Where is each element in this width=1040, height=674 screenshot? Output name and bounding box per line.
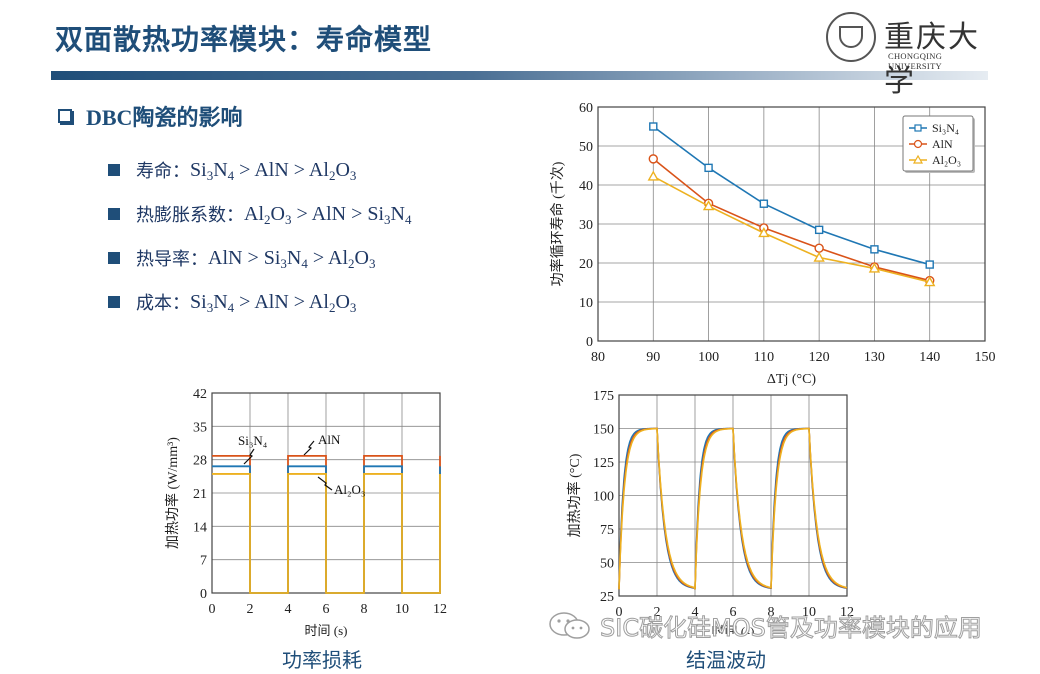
svg-text:12: 12 <box>840 605 854 620</box>
svg-text:0: 0 <box>586 335 593 350</box>
svg-text:6: 6 <box>323 602 330 617</box>
power-loss-chart: 0 2 4 6 8 10 12 0 7 14 21 28 35 42 加热功率 (W/mm³) 时间 (s) S… <box>150 382 470 642</box>
svg-text:25: 25 <box>600 590 614 605</box>
svg-text:50: 50 <box>600 557 614 572</box>
junction-temp-chart: 0 2 4 6 8 10 12 25 50 75 100 125 150 175 加热功率 (°C) 时间 (… <box>555 384 875 639</box>
logo-name-en: CHONGQING UNIVERSITY <box>888 51 943 71</box>
square-bullet-icon <box>108 164 120 176</box>
svg-text:21: 21 <box>193 487 207 502</box>
svg-text:30: 30 <box>579 218 593 233</box>
svg-text:10: 10 <box>579 296 593 311</box>
bullet-label: 热导率： <box>136 249 208 270</box>
wechat-icon <box>548 611 594 641</box>
watermark: SIC碳化硅MOS管及功率模块的应用 <box>548 608 982 643</box>
slide-title: 双面散热功率模块：寿命模型 <box>55 23 433 56</box>
series-line-Al2O3 <box>212 473 441 594</box>
svg-text:42: 42 <box>193 387 207 402</box>
svg-text:110: 110 <box>754 350 774 365</box>
bullet-item: 成本： Si3N4 > AlN > Al2O3 <box>108 280 411 324</box>
bullet-label: 寿命： <box>136 161 190 182</box>
svg-text:ΔTj (°C): ΔTj (°C) <box>767 372 817 387</box>
title-divider <box>51 71 988 80</box>
svg-text:2: 2 <box>247 602 254 617</box>
svg-text:28: 28 <box>193 454 207 469</box>
svg-text:10: 10 <box>395 602 409 617</box>
logo-name-cn: 重庆大学 <box>884 20 980 99</box>
university-emblem-icon <box>826 12 876 62</box>
bullet-item: 寿命： Si3N4 > AlN > Al2O3 <box>108 148 411 192</box>
svg-text:100: 100 <box>698 350 719 365</box>
svg-text:10: 10 <box>802 605 816 620</box>
power-loss-caption: 功率损耗 <box>282 648 362 672</box>
series-line-Al2O3 <box>652 175 930 283</box>
svg-text:AlN: AlN <box>932 137 953 151</box>
section-heading-text: DBC陶瓷的影响 <box>86 105 243 130</box>
bullet-label: 热膨胀系数： <box>136 205 244 226</box>
svg-text:120: 120 <box>809 350 830 365</box>
section-heading: DBC陶瓷的影响 <box>58 100 242 132</box>
svg-text:4: 4 <box>285 602 292 617</box>
svg-text:40: 40 <box>579 179 593 194</box>
bullet-label: 成本： <box>136 293 190 314</box>
svg-text:130: 130 <box>864 350 885 365</box>
checkbox-bullet-icon <box>58 109 72 123</box>
chart-legend: Si₃N₄ AlN Al₂O₃ <box>902 115 975 173</box>
bullet-item: 热膨胀系数： Al2O3 > AlN > Si3N4 <box>108 192 411 236</box>
svg-text:50: 50 <box>579 140 593 155</box>
watermark-text: SIC碳化硅MOS管及功率模块的应用 <box>600 614 983 643</box>
svg-text:0: 0 <box>209 602 216 617</box>
svg-text:6: 6 <box>730 605 737 620</box>
university-logo: 重庆大学 CHONGQING UNIVERSITY <box>826 10 991 99</box>
svg-text:4: 4 <box>692 605 699 620</box>
series-line-Si3N4 <box>652 125 930 266</box>
svg-text:80: 80 <box>591 350 605 365</box>
svg-text:0: 0 <box>200 587 207 602</box>
svg-text:加热功率 (W/mm³): 加热功率 (W/mm³) <box>164 437 181 549</box>
svg-text:Si₃N₄: Si₃N₄ <box>932 121 959 135</box>
svg-text:Al₂O₃: Al₂O₃ <box>932 153 961 167</box>
svg-text:90: 90 <box>646 350 660 365</box>
svg-text:14: 14 <box>193 520 207 535</box>
svg-text:175: 175 <box>593 389 614 404</box>
svg-text:125: 125 <box>593 456 614 471</box>
series-line-AlN <box>652 158 930 282</box>
series-annotations: Si₃N₄ AlN Al₂O₃ <box>238 432 365 497</box>
square-bullet-icon <box>108 208 120 220</box>
svg-text:AlN: AlN <box>318 432 341 447</box>
bullet-item: 热导率： AlN > Si3N4 > Al2O3 <box>108 236 411 280</box>
bullet-value: Si3N4 > AlN > Al2O3 <box>190 290 357 315</box>
svg-text:加热功率 (°C): 加热功率 (°C) <box>566 453 583 537</box>
svg-text:35: 35 <box>193 420 207 435</box>
svg-text:150: 150 <box>593 423 614 438</box>
lifetime-chart: 80 90 100 110 120 130 140 150 0 10 20 30 40 50 60 功率循环寿… <box>548 96 1008 392</box>
svg-text:140: 140 <box>919 350 940 365</box>
square-bullet-icon <box>108 252 120 264</box>
svg-text:20: 20 <box>579 257 593 272</box>
bullet-list: 寿命： Si3N4 > AlN > Al2O3 热膨胀系数： Al2O3 > AlN … <box>108 148 411 324</box>
svg-text:功率循环寿命 (千次): 功率循环寿命 (千次) <box>549 161 566 286</box>
svg-text:Al₂O₃: Al₂O₃ <box>334 482 365 497</box>
svg-text:时间 (s): 时间 (s) <box>305 623 348 638</box>
svg-text:12: 12 <box>433 602 447 617</box>
svg-text:Si₃N₄: Si₃N₄ <box>238 433 268 448</box>
bullet-value: Si3N4 > AlN > Al2O3 <box>190 158 357 183</box>
svg-text:150: 150 <box>975 350 996 365</box>
svg-text:60: 60 <box>579 101 593 116</box>
svg-text:8: 8 <box>768 605 775 620</box>
junction-temp-caption: 结温波动 <box>686 648 766 672</box>
svg-text:7: 7 <box>200 554 207 569</box>
svg-text:100: 100 <box>593 490 614 505</box>
svg-text:75: 75 <box>600 523 614 538</box>
series-line-Al2O3 <box>618 427 848 590</box>
svg-text:0: 0 <box>616 605 623 620</box>
svg-text:8: 8 <box>361 602 368 617</box>
bullet-value: AlN > Si3N4 > Al2O3 <box>208 246 376 271</box>
svg-text:2: 2 <box>654 605 661 620</box>
bullet-value: Al2O3 > AlN > Si3N4 <box>244 202 412 227</box>
square-bullet-icon <box>108 296 120 308</box>
